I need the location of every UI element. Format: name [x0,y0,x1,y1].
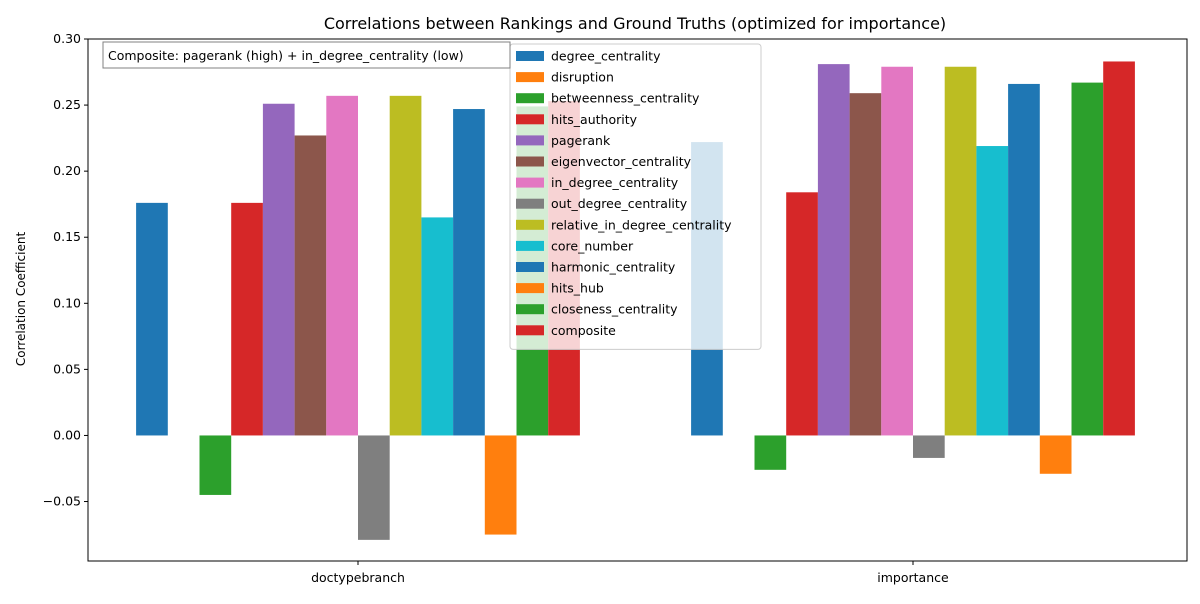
legend-label: harmonic_centrality [551,260,676,275]
legend-label: betweenness_centrality [551,91,700,106]
bar-eigenvector_centrality-doctypebranch [294,135,327,436]
bar-hits_hub-importance [1039,435,1072,474]
legend-swatch [516,198,544,209]
legend-label: hits_authority [551,112,638,127]
bar-betweenness_centrality-importance [754,435,787,470]
legend-label: disruption [551,70,614,85]
y-tick-label: 0.25 [53,97,81,112]
annotation-frame [102,41,511,69]
bar-relative_in_degree_centrality-importance [944,66,977,436]
bar-harmonic_centrality-importance [1008,83,1040,436]
legend-swatch [516,283,544,294]
legend: degree_centrality disruption betweenness_c… [509,43,762,350]
legend-swatch [516,219,544,230]
legend-swatch [516,135,544,146]
legend-label: eigenvector_centrality [551,154,692,169]
bar-out_degree_centrality-doctypebranch [358,435,390,540]
y-tick-label: 0.20 [53,163,81,178]
bar-hits_hub-doctypebranch [484,435,517,535]
bar-pagerank-importance [817,64,850,436]
legend-swatch [516,93,544,104]
legend-swatch [516,240,544,251]
bar-hits_authority-doctypebranch [231,202,263,436]
bar-core_number-doctypebranch [421,217,454,436]
y-tick-label: 0.30 [53,31,81,46]
legend-label: hits_hub [551,281,604,296]
y-tick-label: 0.10 [53,295,81,310]
legend-swatch [516,262,544,272]
y-tick-label: 0.00 [53,427,81,442]
y-tick-label: 0.15 [53,229,81,244]
bar-closeness_centrality-importance [1071,82,1104,436]
bar-out_degree_centrality-importance [913,435,945,458]
bar-core_number-importance [976,146,1009,436]
y-tick-label: −0.05 [43,494,81,509]
bar-hits_authority-importance [786,192,818,436]
bar-pagerank-doctypebranch [262,103,295,436]
annotation-box: Composite: pagerank (high) + in_degree_c… [102,41,511,69]
annotation-text: Composite: pagerank (high) + in_degree_c… [108,48,464,63]
axes-layer: −0.05 0.00 0.05 0.10 0.15 0.20 0.25 0.30 doctype… [43,31,1188,585]
legend-label: in_degree_centrality [551,175,679,190]
bar-in_degree_centrality-doctypebranch [326,95,358,436]
y-axis-label: Correlation Coefficient [14,232,28,367]
legend-label: degree_centrality [551,49,661,64]
bar-degree_centrality-doctypebranch [136,202,168,436]
legend-label: out_degree_centrality [551,196,688,211]
x-tick-label: doctypebranch [311,570,405,585]
legend-swatch [516,304,544,315]
legend-label: composite [551,323,616,338]
bar-betweenness_centrality-doctypebranch [199,435,232,495]
bar-composite-importance [1103,61,1135,436]
y-tick-label: 0.05 [53,361,81,376]
bar-relative_in_degree_centrality-doctypebranch [389,95,422,436]
bar-eigenvector_centrality-importance [849,93,882,436]
bars-layer [136,61,1135,540]
legend-label: core_number [551,238,634,253]
legend-swatch [516,114,544,125]
legend-label: relative_in_degree_centrality [551,217,732,232]
chart-title: Correlations between Rankings and Ground… [324,14,946,33]
plot-frame [87,38,1188,562]
legend-swatch [516,72,544,83]
bar-harmonic_centrality-doctypebranch [453,109,485,436]
legend-label: pagerank [551,133,611,148]
legend-swatch [516,177,544,188]
legend-label: closeness_centrality [551,302,678,317]
legend-swatch [516,156,544,167]
x-tick-label: importance [877,570,949,585]
bar-in_degree_centrality-importance [881,66,913,436]
legend-frame [509,43,762,350]
legend-swatch [516,325,544,336]
legend-swatch [516,51,544,61]
